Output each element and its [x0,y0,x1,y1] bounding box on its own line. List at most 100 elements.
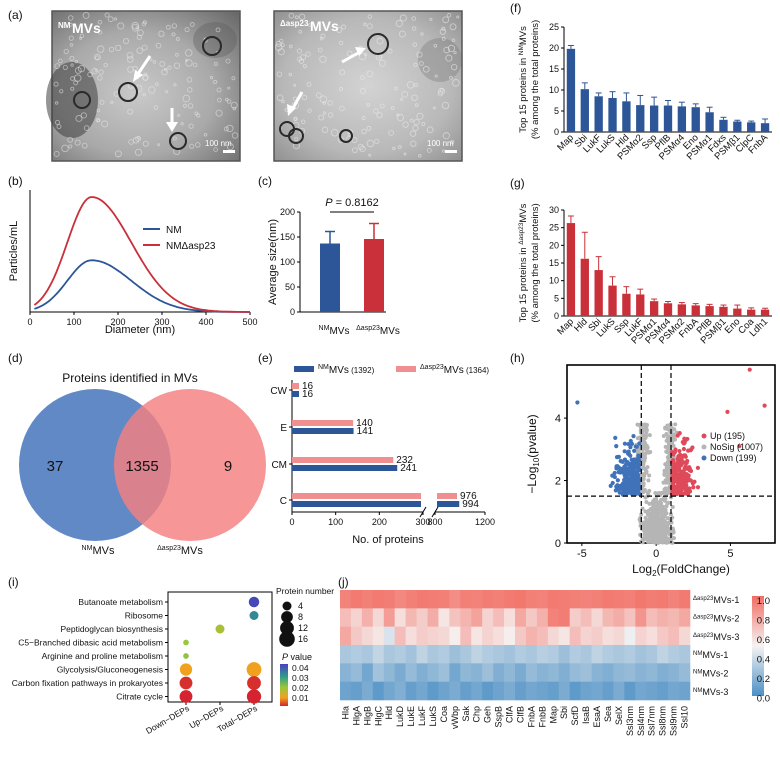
heat-cell [482,681,494,701]
legend-swatch-nm [294,366,314,372]
vesicle-speck [409,118,414,123]
heat-cell [383,645,395,664]
column-label-21: ScfD [570,706,580,726]
y-tick-label: 25 [549,223,559,233]
point-nosig [646,478,651,483]
point-up [682,466,687,471]
bar-nm [292,465,398,471]
bar-asp23-value: 976 [460,491,477,502]
bar-4 [622,293,631,316]
venn-set-label-1: Δasp23MVs [157,545,203,557]
vesicle-speck [189,22,195,27]
bar-0 [566,48,576,133]
point-nosig [671,530,676,535]
vesicle-speck [143,72,148,77]
bar-9 [691,305,700,316]
bubble-7 [179,676,193,690]
point-nosig [639,512,644,517]
heat-cell [340,681,352,701]
point-nosig [641,481,646,486]
vesicle-speck [226,143,234,151]
vesicle-speck [216,97,222,103]
vesicle-speck [321,126,329,134]
row-label-0: Δasp23MVs-1 [693,595,739,605]
heat-cell [427,681,439,701]
point-up [691,485,696,490]
micrograph-left-label: MVs [72,20,101,36]
point-nosig [666,450,671,455]
size-legend-marker-2 [280,621,294,635]
heat-cell [383,626,395,646]
heat-cell [405,645,417,664]
y-tick-label: 25 [549,22,559,32]
vesicle-speck [126,55,134,63]
heat-cell [668,663,680,682]
vesicle-speck [230,101,238,109]
vesicle-speck [301,94,308,101]
vesicle-speck [416,112,424,120]
point-nosig [662,472,667,477]
heat-cell [602,590,614,609]
vesicle-speck [361,128,367,135]
bar-5 [636,294,645,316]
vesicle-speck [366,70,374,78]
heat-cell [372,608,385,627]
heat-cell [416,626,428,646]
heat-cell [449,626,461,646]
vesicle-speck [411,94,418,102]
heat-cell [493,590,505,609]
vesicle-speck [433,43,438,48]
x-tick-label: 800 [427,517,442,527]
column-label-29: Ssl8nm [658,706,668,736]
heat-cell [427,608,439,627]
row-label-5: NMMVs-3 [693,687,728,697]
column-label-4: Hld [384,706,394,720]
legend-label-1: NMΔasp23 [166,241,216,252]
panel-label-j: (j) [338,575,349,589]
heat-cell [394,608,406,627]
vesicle-speck [155,42,162,49]
legend-label-0: Up (195) [710,431,745,441]
category-label: C [280,496,287,507]
colorbar-label-0: 1.0 [757,596,770,607]
bar-asp23-value: 232 [396,455,413,466]
vesicle-speck [213,147,219,152]
point-down [613,435,618,440]
heat-cell [482,626,494,646]
vesicle-speck [74,59,78,64]
y-tick-label: 0 [555,538,561,550]
vesicle-speck [406,81,415,89]
color-legend-bar [280,664,288,706]
vesicle-speck [70,86,75,91]
bar-asp23 [292,457,394,463]
heat-cell [515,590,527,609]
pathway-label-2: Peptidoglycan biosynthesis [60,624,163,634]
y-tick-label: 0 [554,311,559,321]
heat-cell [383,590,395,609]
point-up [677,465,682,470]
category-label: CW [270,386,287,397]
vesicle-speck [366,23,373,30]
point-nosig [649,532,654,537]
vesicle-speck [77,64,86,73]
vesicle-speck [216,87,222,93]
point-up [685,436,690,442]
point-nosig [654,537,659,542]
vesicle-speck [294,137,299,142]
vesicle-speck [53,150,60,157]
vesicle-speck [69,43,74,47]
vesicle-speck [399,14,407,22]
column-label-18: FnbB [537,706,547,728]
venn-circle-right [114,389,266,541]
y-tick-label: 5 [554,106,559,116]
heat-cell [646,626,658,646]
vesicle-speck [108,46,115,53]
vesicle-speck [453,50,457,55]
vesicle-speck [411,16,417,21]
heat-cell [449,663,461,682]
vesicle-speck [134,148,143,156]
heat-cell [547,663,560,682]
vesicle-speck [387,48,393,54]
vesicle-speck [360,75,365,80]
vesicle-speck [452,79,460,87]
